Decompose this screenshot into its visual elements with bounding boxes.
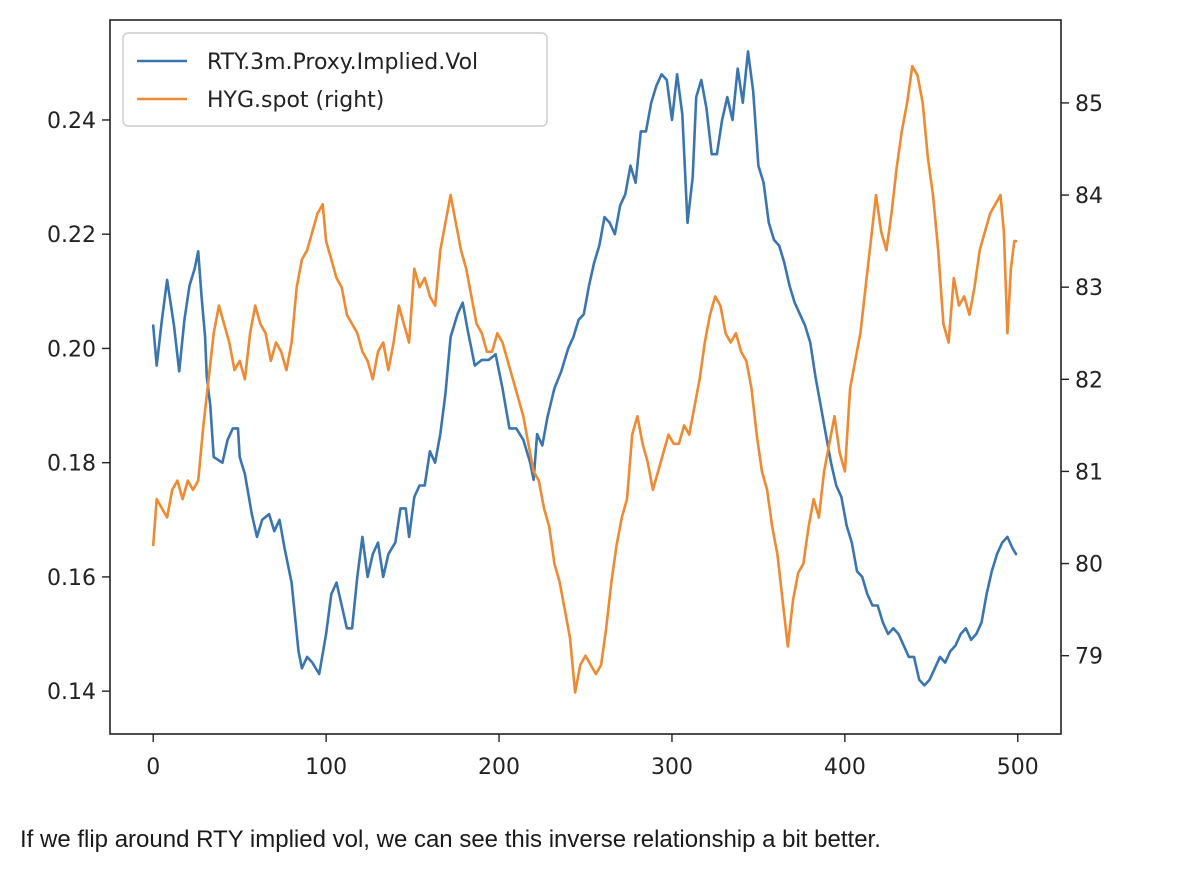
series-layer [151,50,1018,694]
left-y-tick-label: 0.22 [47,223,96,248]
caption-text: If we flip around RTY implied vol, we ca… [20,826,881,853]
left-y-tick-label: 0.24 [47,109,96,134]
x-tick-label: 500 [997,755,1039,780]
legend: RTY.3m.Proxy.Implied.Vol HYG.spot (right) [122,32,548,127]
plot-frame [109,19,1062,735]
left-y-tick-label: 0.18 [47,452,96,477]
right-y-tick-label: 81 [1075,460,1103,485]
right-y-tick-label: 83 [1075,276,1103,301]
left-y-tick-label: 0.14 [47,680,96,705]
right-y-tick-label: 85 [1075,92,1103,117]
legend-box [122,32,548,127]
x-tick-label: 0 [146,755,160,780]
x-tick-label: 400 [824,755,866,780]
x-tick-label: 300 [651,755,693,780]
left-y-tick-label: 0.20 [47,337,96,362]
chart: 0 100 200 300 400 500 0.14 0.16 0.18 0.20 0.22 0.24… [47,19,1103,780]
legend-label-2: HYG.spot (right) [207,88,384,113]
series-line-1 [151,50,1018,687]
legend-label-1: RTY.3m.Proxy.Implied.Vol [207,50,478,75]
x-tick-label: 200 [478,755,520,780]
x-tick-label: 100 [305,755,347,780]
left-y-tick-label: 0.16 [47,566,96,591]
right-y-tick-label: 82 [1075,368,1103,393]
right-y-tick-label: 79 [1075,645,1103,670]
series-line-2 [151,64,1018,694]
axes-layer: 0 100 200 300 400 500 0.14 0.16 0.18 0.20 0.22 0.24… [47,92,1103,780]
right-y-tick-label: 84 [1075,184,1103,209]
plot-background [110,20,1061,734]
right-y-tick-label: 80 [1075,553,1103,578]
